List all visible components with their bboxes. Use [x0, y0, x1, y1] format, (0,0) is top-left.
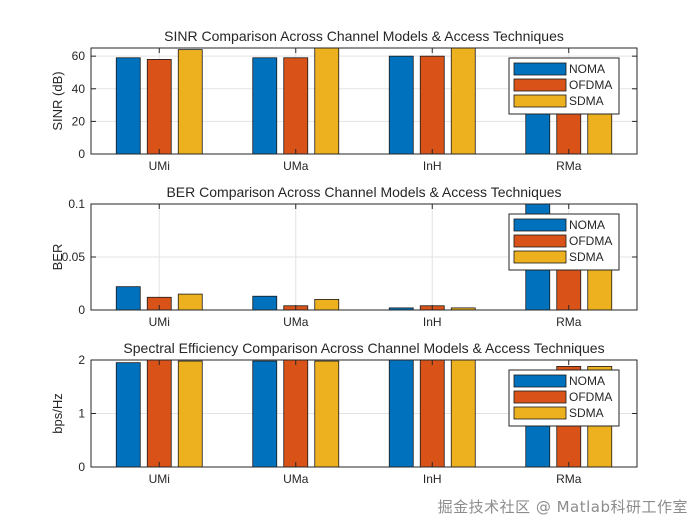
y-tick-label: 0 [78, 147, 85, 161]
y-tick-label: 2 [78, 353, 85, 367]
legend-swatch-ofdma [513, 390, 567, 404]
y-axis-label: BER [50, 244, 65, 271]
y-tick-label: 0.05 [62, 250, 86, 264]
y-tick-label: 40 [72, 82, 86, 96]
legend-label-noma: NOMA [569, 62, 605, 76]
x-tick-label: UMa [283, 472, 309, 486]
x-tick-label: RMa [556, 159, 582, 173]
legend-label-sdma: SDMA [569, 94, 604, 108]
bar-ofdma [146, 359, 172, 468]
bar-noma [252, 295, 278, 311]
bar-ofdma [419, 55, 445, 155]
y-tick-label: 0 [78, 460, 85, 474]
bar-sdma [314, 298, 340, 311]
x-tick-label: UMi [149, 159, 170, 173]
x-tick-label: InH [423, 472, 442, 486]
x-tick-label: UMa [283, 315, 309, 329]
bar-sdma [177, 360, 203, 468]
bar-noma [115, 286, 141, 311]
chart-title: Spectral Efficiency Comparison Across Ch… [123, 340, 604, 356]
x-tick-label: RMa [556, 315, 582, 329]
chart-panel-2: 0 0.05 0.1 UMi UMa InH RMa BER Comparison Acros… [50, 184, 638, 329]
bar-noma [252, 57, 278, 155]
bar-ofdma [283, 57, 309, 155]
y-axis-label: bps/Hz [50, 393, 65, 433]
chart-panel-1: 0 20 40 60 UMi UMa InH RMa SINR Comparison Acros… [50, 28, 638, 173]
legend-swatch-ofdma [513, 78, 567, 92]
y-tick-label: 0 [78, 303, 85, 317]
legend-label-noma: NOMA [569, 374, 605, 388]
bar-noma [115, 57, 141, 155]
axes-box [90, 47, 638, 155]
y-axis-label: SINR (dB) [50, 71, 65, 130]
legend-label-noma: NOMA [569, 218, 605, 232]
y-tick-label: 60 [72, 49, 86, 63]
bar-noma [388, 359, 414, 468]
bar-noma [115, 362, 141, 468]
bar-ofdma [283, 359, 309, 468]
chart-title: BER Comparison Across Channel Models & A… [166, 184, 561, 200]
legend-label-ofdma: OFDMA [569, 390, 612, 404]
bar-sdma [314, 47, 340, 155]
legend-label-ofdma: OFDMA [569, 234, 612, 248]
x-tick-label: UMi [149, 315, 170, 329]
watermark: 掘金技术社区 @ Matlab科研工作室 [437, 498, 688, 516]
legend-swatch-ofdma [513, 234, 567, 248]
legend-swatch-noma [513, 62, 567, 76]
bar-ofdma [419, 359, 445, 468]
x-tick-label: InH [423, 159, 442, 173]
chart-title: SINR Comparison Across Channel Models & … [164, 28, 564, 44]
legend-label-sdma: SDMA [569, 250, 604, 264]
bar-noma [252, 360, 278, 468]
bar-sdma [314, 360, 340, 468]
x-tick-label: UMa [283, 159, 309, 173]
y-tick-label: 20 [72, 114, 86, 128]
x-tick-label: UMi [149, 472, 170, 486]
y-tick-label: 0.1 [68, 197, 85, 211]
legend-label-ofdma: OFDMA [569, 78, 612, 92]
legend-swatch-sdma [513, 406, 567, 420]
y-tick-label: 1 [78, 407, 85, 421]
legend-swatch-noma [513, 218, 567, 232]
bar-sdma [450, 47, 476, 155]
legend-swatch-sdma [513, 250, 567, 264]
x-tick-label: RMa [556, 472, 582, 486]
legend-swatch-noma [513, 374, 567, 388]
bar-ofdma [146, 59, 172, 155]
bar-sdma [177, 293, 203, 311]
bar-sdma [450, 359, 476, 468]
chart-panel-3: 0 1 2 UMi UMa InH RMa Spectral Efficiency Compa… [50, 340, 638, 486]
x-tick-label: InH [423, 315, 442, 329]
bar-sdma [177, 49, 203, 155]
legend-swatch-sdma [513, 94, 567, 108]
bar-noma [388, 55, 414, 155]
legend-label-sdma: SDMA [569, 406, 604, 420]
